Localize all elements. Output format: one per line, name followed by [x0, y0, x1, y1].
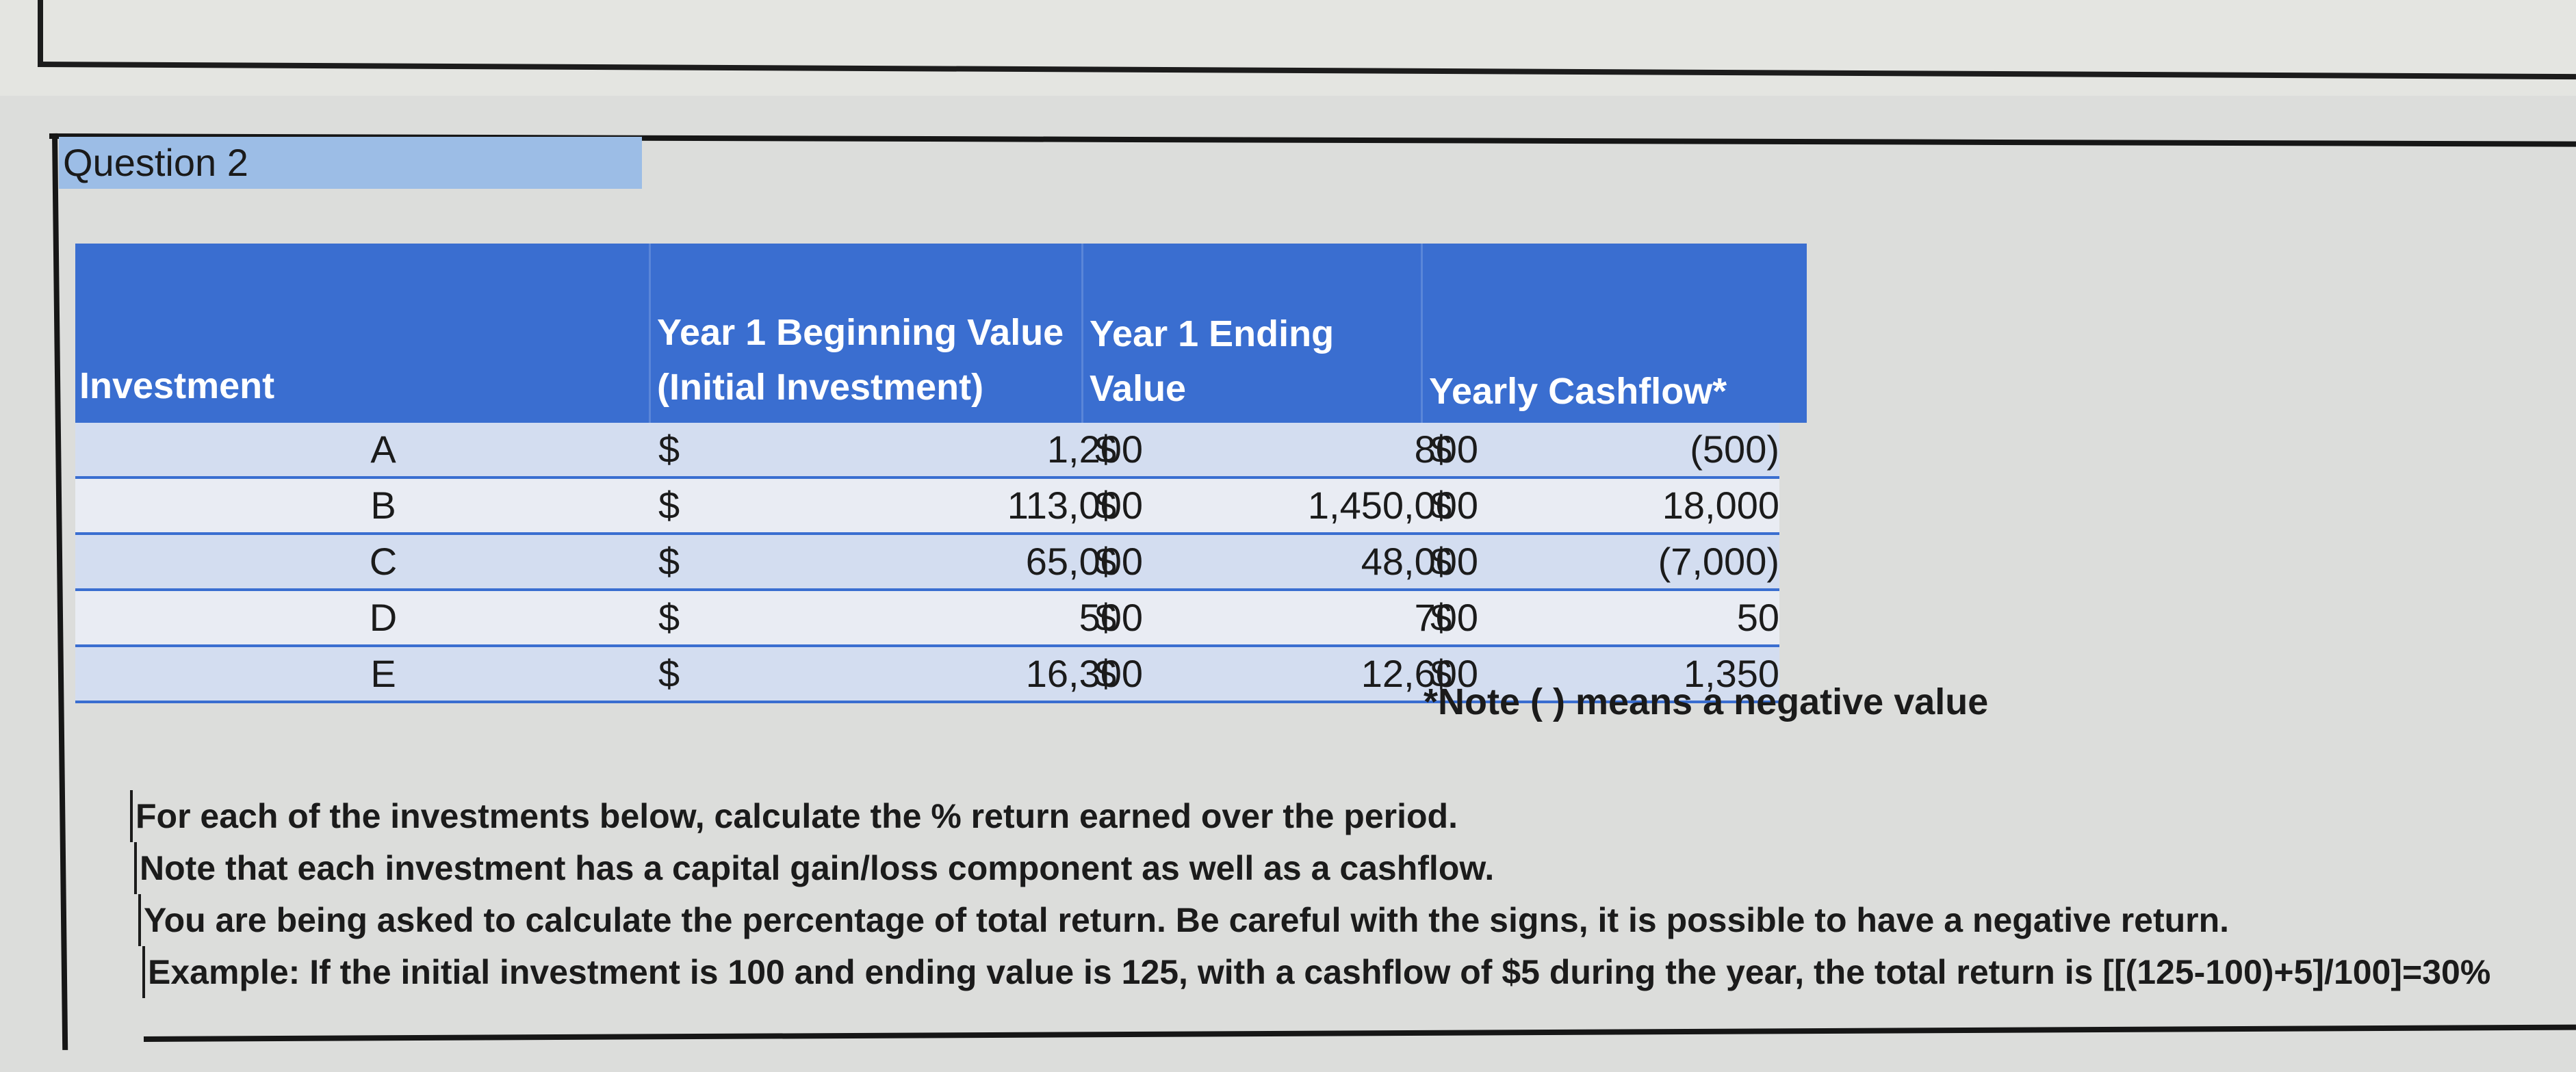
- currency-symbol: $: [658, 484, 680, 527]
- investment-label-cell[interactable]: D: [369, 596, 398, 639]
- currency-symbol: $: [658, 428, 680, 471]
- cashflow-cell[interactable]: 50: [1736, 596, 1779, 639]
- cashflow-cell[interactable]: (7,000): [1658, 540, 1779, 583]
- table-row: E $ 16,300 $ 12,600 $ 1,350: [75, 647, 1779, 703]
- header-beginning-value[interactable]: Year 1 Beginning Value: [657, 312, 1064, 353]
- header-yearly-cashflow[interactable]: Yearly Cashflow*: [1429, 371, 1727, 412]
- ending-value-cell[interactable]: 12,600: [1361, 652, 1478, 695]
- instruction-line[interactable]: Example: If the initial investment is 10…: [142, 946, 2490, 998]
- previous-cell-area: [0, 0, 2576, 96]
- header-divider: [1081, 244, 1083, 423]
- investment-label-cell[interactable]: E: [370, 652, 396, 695]
- table-row: B $ 113,000 $ 1,450,000 $ 18,000: [75, 479, 1779, 535]
- header-ending-value[interactable]: Year 1 Ending: [1090, 313, 1335, 354]
- investment-label-cell[interactable]: B: [370, 484, 396, 527]
- beginning-value-cell[interactable]: 113,000: [1007, 484, 1143, 527]
- ending-value-cell[interactable]: 48,000: [1361, 540, 1478, 583]
- currency-symbol: $: [658, 652, 680, 695]
- currency-symbol: $: [1430, 596, 1452, 639]
- ending-value-cell[interactable]: 1,450,000: [1307, 484, 1478, 527]
- header-divider: [649, 244, 651, 423]
- currency-symbol: $: [1430, 428, 1452, 471]
- beginning-value-cell[interactable]: 16,300: [1025, 652, 1143, 695]
- investment-table: Investment Year 1 Beginning Value (Initi…: [75, 244, 1807, 703]
- table-header: Investment Year 1 Beginning Value (Initi…: [75, 244, 1807, 423]
- currency-symbol: $: [1095, 596, 1117, 639]
- header-investment[interactable]: Investment: [79, 365, 275, 406]
- currency-symbol: $: [1095, 484, 1117, 527]
- header-divider: [1421, 244, 1423, 423]
- ending-value-cell[interactable]: 800: [1414, 428, 1478, 471]
- currency-symbol: $: [658, 596, 680, 639]
- instruction-line[interactable]: You are being asked to calculate the per…: [138, 894, 2457, 946]
- currency-symbol: $: [1095, 428, 1117, 471]
- instruction-line[interactable]: Note that each investment has a capital …: [134, 842, 2457, 894]
- currency-symbol: $: [1095, 652, 1117, 695]
- beginning-value-cell[interactable]: 65,000: [1025, 540, 1143, 583]
- header-beginning-value-sub[interactable]: (Initial Investment): [657, 367, 984, 408]
- investment-label-cell[interactable]: A: [370, 428, 396, 471]
- beginning-value-cell[interactable]: 500: [1079, 596, 1143, 639]
- instructions-block: For each of the investments below, calcu…: [130, 790, 2490, 998]
- cashflow-cell[interactable]: 1,350: [1683, 652, 1779, 695]
- question-title[interactable]: Question 2: [59, 137, 642, 189]
- table-row: C $ 65,000 $ 48,000 $ (7,000): [75, 535, 1779, 591]
- negative-value-note[interactable]: *Note ( ) means a negative value: [1424, 681, 1989, 722]
- table-row: A $ 1,200 $ 800 $ (500): [75, 423, 1779, 479]
- beginning-value-cell[interactable]: 1,200: [1046, 428, 1143, 471]
- currency-symbol: $: [1095, 540, 1117, 583]
- currency-symbol: $: [1430, 652, 1452, 695]
- currency-symbol: $: [658, 540, 680, 583]
- investment-label-cell[interactable]: C: [369, 540, 398, 583]
- currency-symbol: $: [1430, 484, 1452, 527]
- cashflow-cell[interactable]: 18,000: [1662, 484, 1779, 527]
- currency-symbol: $: [1430, 540, 1452, 583]
- table-row: D $ 500 $ 700 $ 50: [75, 591, 1779, 647]
- header-ending-value-sub[interactable]: Value: [1090, 368, 1187, 409]
- previous-cell-border-left: [38, 0, 43, 67]
- cashflow-cell[interactable]: (500): [1690, 428, 1779, 471]
- instruction-line[interactable]: For each of the investments below, calcu…: [130, 790, 2457, 842]
- ending-value-cell[interactable]: 700: [1414, 596, 1478, 639]
